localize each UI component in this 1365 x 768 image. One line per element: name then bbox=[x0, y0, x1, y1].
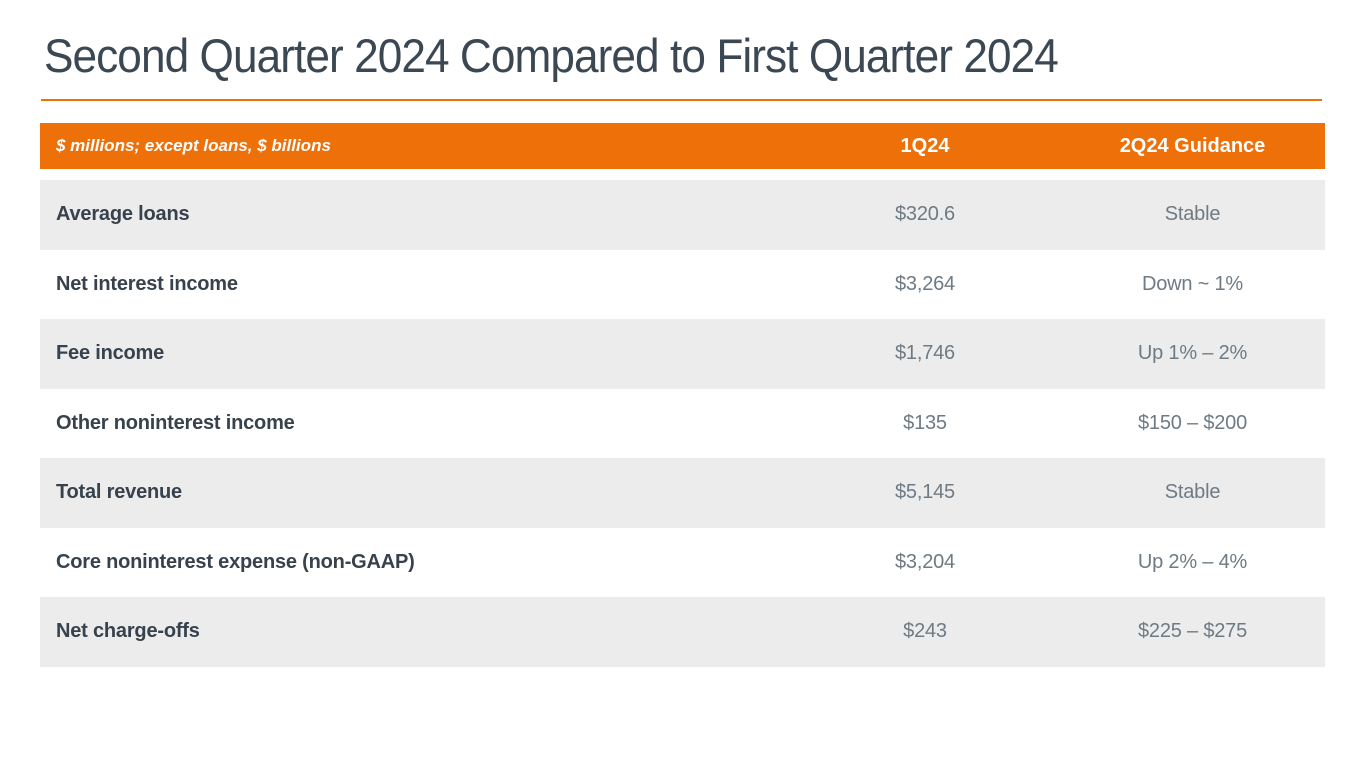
row-guidance-value: Up 2% – 4% bbox=[1137, 550, 1248, 573]
row-1q24-value: $135 bbox=[903, 411, 947, 434]
row-1q24-value: $5,145 bbox=[895, 481, 955, 504]
table-row-fee-income: Fee income $1,746 Up 1% – 2% bbox=[40, 319, 1325, 389]
row-label: Total revenue bbox=[56, 481, 182, 504]
table-row-other-noninterest-income: Other noninterest income $135 $150 – $20… bbox=[40, 388, 1325, 458]
row-guidance-value: Stable bbox=[1164, 203, 1221, 226]
row-label: Net charge-offs bbox=[56, 620, 200, 643]
title-underline bbox=[41, 99, 1322, 101]
row-1q24-value: $243 bbox=[903, 620, 947, 643]
row-label: Average loans bbox=[56, 203, 190, 226]
table-header-units-label: $ millions; except loans, $ billions bbox=[56, 136, 331, 155]
table-header-row: $ millions; except loans, $ billions 1Q2… bbox=[40, 123, 1325, 169]
row-guidance-value: Up 1% – 2% bbox=[1137, 342, 1248, 365]
row-1q24-value: $320.6 bbox=[895, 203, 955, 226]
row-1q24-value: $1,746 bbox=[895, 342, 955, 365]
table-header-1q24: 1Q24 bbox=[900, 134, 950, 157]
table-row-net-interest-income: Net interest income $3,264 Down ~ 1% bbox=[40, 249, 1325, 319]
table-row-average-loans: Average loans $320.6 Stable bbox=[40, 180, 1325, 250]
row-1q24-value: $3,204 bbox=[895, 550, 955, 573]
row-guidance-value: $225 – $275 bbox=[1137, 620, 1248, 643]
row-label: Core noninterest expense (non-GAAP) bbox=[56, 550, 415, 573]
row-guidance-value: Down ~ 1% bbox=[1141, 272, 1244, 295]
row-label: Fee income bbox=[56, 342, 165, 365]
table-row-total-revenue: Total revenue $5,145 Stable bbox=[40, 458, 1325, 528]
slide-footer: ® PNC – Refer to Cautionary Statement in… bbox=[0, 668, 1365, 768]
table-body: Average loans $320.6 Stable Net interest… bbox=[40, 180, 1325, 667]
guidance-table: $ millions; except loans, $ billions 1Q2… bbox=[40, 123, 1325, 667]
table-row-net-charge-offs: Net charge-offs $243 $225 – $275 bbox=[40, 597, 1325, 667]
table-row-core-noninterest-expense: Core noninterest expense (non-GAAP) $3,2… bbox=[40, 527, 1325, 597]
row-guidance-value: Stable bbox=[1164, 481, 1221, 504]
row-1q24-value: $3,264 bbox=[895, 272, 955, 295]
row-label: Net interest income bbox=[56, 272, 238, 295]
row-label: Other noninterest income bbox=[56, 411, 295, 434]
row-guidance-value: $150 – $200 bbox=[1137, 411, 1248, 434]
table-header-2q24-guidance: 2Q24 Guidance bbox=[1119, 134, 1266, 157]
page-title: Second Quarter 2024 Compared to First Qu… bbox=[44, 29, 1059, 82]
